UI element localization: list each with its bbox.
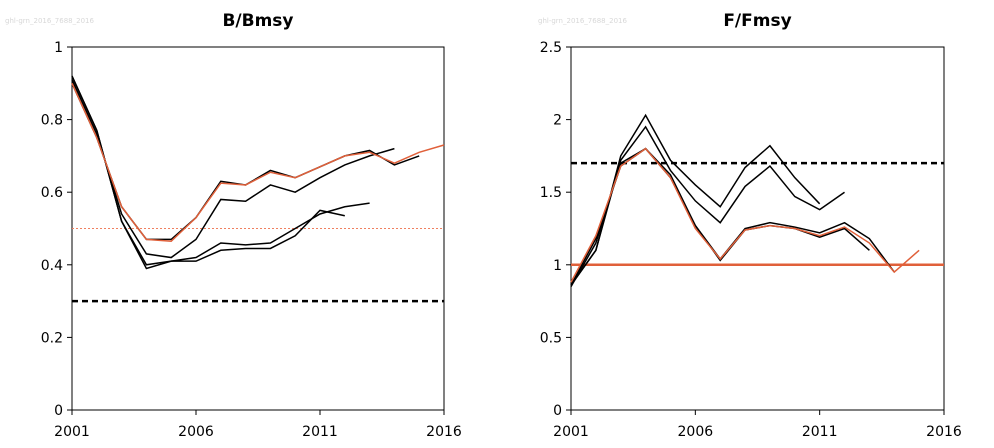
x-tick-label: 2001 <box>553 424 589 440</box>
y-tick-label: 2 <box>553 113 562 129</box>
series-line <box>570 147 870 287</box>
series-line <box>71 75 345 270</box>
x-tick-label: 2016 <box>426 424 462 440</box>
y-tick-label: 1 <box>553 258 562 274</box>
y-tick-label: 0.2 <box>41 330 63 346</box>
watermark: ghl-grn_2016_7688_2016 <box>538 17 627 25</box>
y-tick-label: 0 <box>54 403 63 419</box>
x-tick-label: 2011 <box>302 424 338 440</box>
watermark: ghl-grn_2016_7688_2016 <box>5 17 94 25</box>
series-line <box>71 75 370 266</box>
x-tick-label: 2016 <box>926 424 962 440</box>
series-line <box>71 82 445 242</box>
series-line <box>570 147 920 283</box>
x-tick-label: 2006 <box>178 424 214 440</box>
y-tick-label: 0.8 <box>41 113 63 129</box>
chart-title: F/Fmsy <box>723 11 791 31</box>
series-line <box>71 79 395 259</box>
chart-title: B/Bmsy <box>222 11 293 31</box>
plot-frame <box>570 46 945 411</box>
y-tick-label: 1.5 <box>540 185 562 201</box>
y-tick-label: 0.4 <box>41 258 63 274</box>
y-tick-label: 0.5 <box>540 330 562 346</box>
series-line <box>570 125 845 286</box>
series-line <box>71 82 420 241</box>
x-tick-label: 2001 <box>54 424 90 440</box>
x-tick-label: 2011 <box>802 424 838 440</box>
y-tick-label: 2.5 <box>540 40 562 56</box>
y-tick-label: 0 <box>553 403 562 419</box>
x-tick-label: 2006 <box>678 424 714 440</box>
y-tick-label: 0.6 <box>41 185 63 201</box>
y-tick-label: 1 <box>54 40 63 56</box>
